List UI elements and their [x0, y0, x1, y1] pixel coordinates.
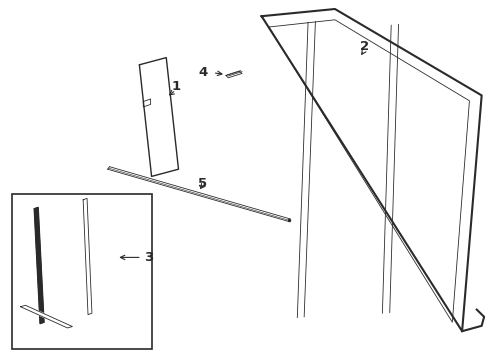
Text: 1: 1: [171, 80, 180, 93]
Polygon shape: [83, 198, 92, 315]
Bar: [12, 194, 151, 349]
Polygon shape: [20, 305, 72, 328]
Text: 2: 2: [359, 40, 368, 53]
Text: 3: 3: [144, 251, 153, 264]
Polygon shape: [34, 207, 44, 324]
Text: 4: 4: [198, 66, 207, 78]
Text: 5: 5: [198, 177, 207, 190]
